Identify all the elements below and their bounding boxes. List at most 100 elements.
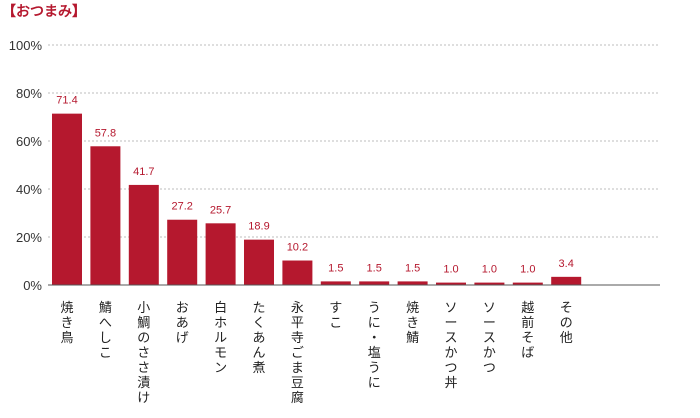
value-label: 71.4 <box>56 95 77 107</box>
category-char: ス <box>444 331 457 346</box>
category-char: か <box>483 346 496 361</box>
value-label: 1.0 <box>520 264 535 276</box>
category-char: 前 <box>521 315 534 331</box>
category-char: ス <box>483 331 496 346</box>
bar <box>551 276 582 285</box>
category-char: け <box>137 391 150 406</box>
y-tick-label: 100% <box>9 38 43 53</box>
chart-title: 【おつまみ】 <box>2 4 86 20</box>
category-char: ソ <box>483 301 496 316</box>
category-char: 白 <box>214 300 227 316</box>
category-char: 鯖 <box>406 331 419 346</box>
category-char: か <box>444 346 457 361</box>
bar <box>436 282 466 285</box>
value-label: 1.0 <box>482 264 497 276</box>
category-char: さ <box>137 361 150 376</box>
gridlines <box>48 44 660 238</box>
category-char: う <box>368 361 381 376</box>
category-char: 寺 <box>291 331 304 346</box>
category-label: おあげ <box>176 301 189 346</box>
category-char: う <box>368 301 381 316</box>
category-char: ン <box>214 361 227 376</box>
category-char: す <box>329 301 342 316</box>
bar <box>244 239 274 285</box>
category-char: 永 <box>291 301 304 316</box>
category-char: の <box>560 316 573 331</box>
category-char: ソ <box>444 301 457 316</box>
category-char: へ <box>99 316 112 331</box>
category-char: つ <box>444 361 457 376</box>
category-char: し <box>99 331 112 346</box>
y-tick-label: 20% <box>16 230 42 245</box>
category-char: 豆 <box>291 376 304 391</box>
category-char: ま <box>291 361 304 376</box>
category-char: さ <box>137 346 150 361</box>
value-label: 18.9 <box>248 221 269 233</box>
category-label: うに・塩うに <box>368 301 381 391</box>
bar <box>167 219 198 285</box>
category-char: あ <box>176 316 189 331</box>
bar <box>512 282 543 285</box>
y-tick-label: 60% <box>16 134 42 149</box>
category-char: お <box>176 301 189 316</box>
category-char: ル <box>214 331 227 346</box>
value-label: 41.7 <box>133 166 154 178</box>
value-label: 10.2 <box>287 242 308 254</box>
value-label: 27.2 <box>171 201 192 213</box>
value-label: 57.8 <box>95 127 116 139</box>
bar <box>282 260 313 285</box>
category-char: ん <box>252 346 265 361</box>
category-label: すこ <box>329 301 342 331</box>
category-char: 越 <box>521 301 534 316</box>
category-label: 焼き鯖 <box>406 301 419 346</box>
category-char: 鯖 <box>99 301 112 316</box>
category-char: に <box>368 316 381 331</box>
category-char: 焼 <box>60 301 73 316</box>
category-char: ホ <box>214 316 227 331</box>
category-char: く <box>252 316 265 331</box>
value-label: 1.5 <box>367 262 382 274</box>
category-char: 漬 <box>137 376 150 391</box>
category-char: 焼 <box>406 301 419 316</box>
bars <box>52 113 582 285</box>
value-label: 25.7 <box>210 204 231 216</box>
category-char: 他 <box>560 331 573 346</box>
y-tick-label: 0% <box>23 278 42 293</box>
category-char: ご <box>291 345 304 361</box>
category-char: 鳥 <box>60 331 73 346</box>
category-char: 鯛 <box>137 316 150 331</box>
category-char: き <box>406 316 419 331</box>
category-char: ば <box>521 346 534 361</box>
category-char: つ <box>483 361 496 376</box>
category-char: こ <box>99 346 112 361</box>
category-char: 煮 <box>252 361 265 376</box>
y-tick-label: 40% <box>16 182 42 197</box>
category-char: 小 <box>137 301 150 316</box>
value-label: 1.5 <box>328 262 343 274</box>
category-char: き <box>60 316 73 331</box>
value-label: 1.5 <box>405 262 420 274</box>
category-char: ー <box>483 316 496 331</box>
category-char: 平 <box>291 316 304 331</box>
category-char: 腐 <box>291 391 304 406</box>
category-label: その他 <box>560 301 573 346</box>
category-char: こ <box>329 316 342 331</box>
bar <box>320 281 351 285</box>
category-char: ー <box>444 316 457 331</box>
y-axis-ticks: 0% 20% 40% 60% 80% 100% <box>9 38 43 293</box>
category-labels: 焼き鳥鯖へしこ小鯛のささ漬けおあげ白ホルモンたくあん煮永平寺ごま豆腐すこうに・塩… <box>60 300 572 406</box>
y-tick-label: 80% <box>16 86 42 101</box>
category-char: げ <box>176 331 189 346</box>
category-char: そ <box>560 301 573 316</box>
category-char: に <box>368 376 381 391</box>
bar <box>474 282 505 285</box>
category-char: 塩 <box>368 346 381 361</box>
bar <box>52 113 82 285</box>
value-label: 3.4 <box>559 258 574 270</box>
